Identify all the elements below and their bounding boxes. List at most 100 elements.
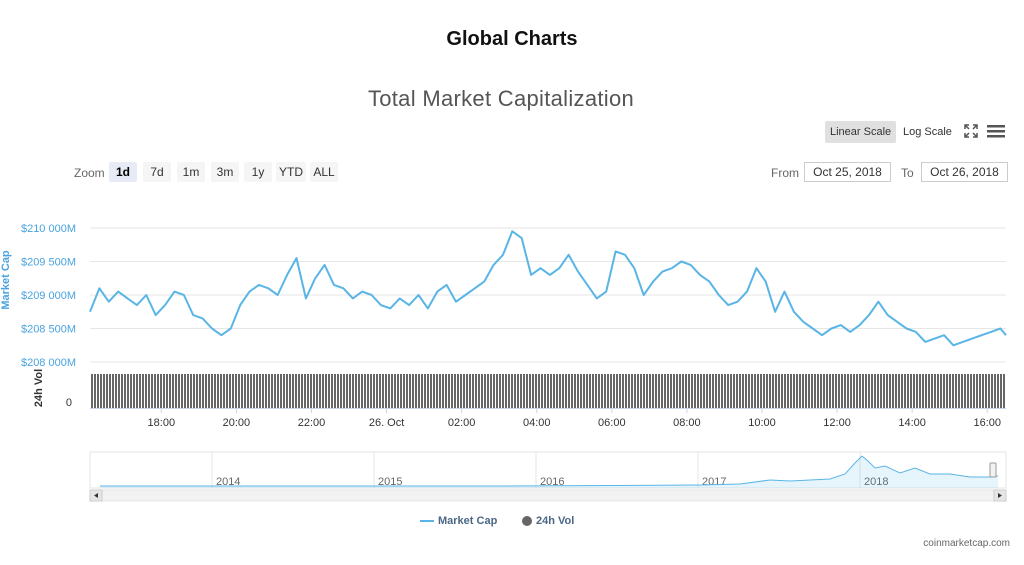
legend-market-cap-label: Market Cap <box>438 515 498 527</box>
vol-bar <box>601 374 603 408</box>
navigator-year-label: 2015 <box>378 476 402 488</box>
vol-bar <box>739 374 741 408</box>
vol-bar <box>499 374 501 408</box>
vol-axis-label: 24h Vol <box>33 369 45 407</box>
y-tick-label: $210 000M <box>21 223 76 235</box>
vol-bar <box>283 374 285 408</box>
vol-bar <box>463 374 465 408</box>
zoom-1m-button[interactable]: 1m <box>177 162 205 182</box>
vol-bar <box>232 374 234 408</box>
zoom-1d-button[interactable]: 1d <box>109 162 137 182</box>
vol-bar <box>646 374 648 408</box>
vol-bar <box>346 374 348 408</box>
legend-market-cap[interactable]: Market Cap <box>420 515 497 527</box>
legend-24h-vol[interactable]: 24h Vol <box>522 515 574 527</box>
vol-bar <box>736 374 738 408</box>
vol-bar <box>712 374 714 408</box>
legend-line-swatch <box>420 520 434 523</box>
vol-bar <box>931 374 933 408</box>
fullscreen-icon[interactable] <box>964 124 978 138</box>
linear-scale-button[interactable]: Linear Scale <box>825 121 897 143</box>
vol-bar <box>130 374 132 408</box>
vol-bar <box>436 374 438 408</box>
vol-bar <box>400 374 402 408</box>
vol-bar <box>580 374 582 408</box>
vol-bar <box>193 374 195 408</box>
vol-bar <box>349 374 351 408</box>
vol-bar <box>274 374 276 408</box>
vol-bar <box>106 374 108 408</box>
vol-bar <box>538 374 540 408</box>
vol-bar <box>244 374 246 408</box>
vol-bar <box>151 374 153 408</box>
navigator-line <box>100 455 999 487</box>
vol-bar <box>235 374 237 408</box>
zoom-1y-button[interactable]: 1y <box>244 162 272 182</box>
zoom-ytd-button[interactable]: YTD <box>276 162 306 182</box>
vol-bar <box>427 374 429 408</box>
vol-bar <box>943 374 945 408</box>
zoom-all-button[interactable]: ALL <box>310 162 338 182</box>
vol-bar <box>658 374 660 408</box>
vol-bar <box>268 374 270 408</box>
zoom-7d-button[interactable]: 7d <box>143 162 171 182</box>
from-date-input[interactable]: Oct 25, 2018 <box>804 162 891 182</box>
menu-icon[interactable] <box>987 124 1005 138</box>
vol-bar <box>589 374 591 408</box>
vol-bar <box>334 374 336 408</box>
y-tick-label: $208 500M <box>21 324 76 336</box>
vol-bar <box>403 374 405 408</box>
vol-bar <box>520 374 522 408</box>
vol-bar <box>466 374 468 408</box>
vol-bar <box>199 374 201 408</box>
vol-bar <box>196 374 198 408</box>
vol-bar <box>133 374 135 408</box>
vol-bar <box>184 374 186 408</box>
vol-bar <box>673 374 675 408</box>
vol-bar <box>694 374 696 408</box>
vol-bar <box>874 374 876 408</box>
vol-bar <box>124 374 126 408</box>
vol-bar <box>901 374 903 408</box>
vol-bar <box>847 374 849 408</box>
navigator-handle[interactable] <box>989 462 997 478</box>
vol-bar <box>802 374 804 408</box>
vol-bar <box>115 374 117 408</box>
to-date-input[interactable]: Oct 26, 2018 <box>921 162 1008 182</box>
vol-bar <box>571 374 573 408</box>
vol-bar <box>289 374 291 408</box>
vol-bar <box>772 374 774 408</box>
vol-bar <box>397 374 399 408</box>
vol-bar <box>325 374 327 408</box>
vol-bar <box>391 374 393 408</box>
chart-title: Total Market Capitalization <box>367 86 635 111</box>
vol-bar <box>607 374 609 408</box>
vol-bar <box>226 374 228 408</box>
vol-bar <box>616 374 618 408</box>
vol-bar <box>856 374 858 408</box>
zoom-3m-button[interactable]: 3m <box>211 162 239 182</box>
vol-bar <box>172 374 174 408</box>
vol-bar <box>604 374 606 408</box>
y-tick-label: $208 000M <box>21 357 76 369</box>
vol-bar <box>142 374 144 408</box>
vol-bar <box>475 374 477 408</box>
vol-bar <box>127 374 129 408</box>
vol-bar <box>682 374 684 408</box>
vol-bar <box>97 374 99 408</box>
vol-bar <box>742 374 744 408</box>
y-tick-label: $209 000M <box>21 290 76 302</box>
vol-bar <box>298 374 300 408</box>
vol-bar <box>211 374 213 408</box>
log-scale-button[interactable]: Log Scale <box>903 126 952 138</box>
vol-bar <box>814 374 816 408</box>
vol-bar <box>433 374 435 408</box>
vol-bar <box>358 374 360 408</box>
x-tick-label: 22:00 <box>298 417 326 429</box>
vol-bar <box>928 374 930 408</box>
vol-bar <box>451 374 453 408</box>
vol-bar <box>469 374 471 408</box>
vol-bar <box>685 374 687 408</box>
vol-bar <box>376 374 378 408</box>
vol-bar <box>316 374 318 408</box>
